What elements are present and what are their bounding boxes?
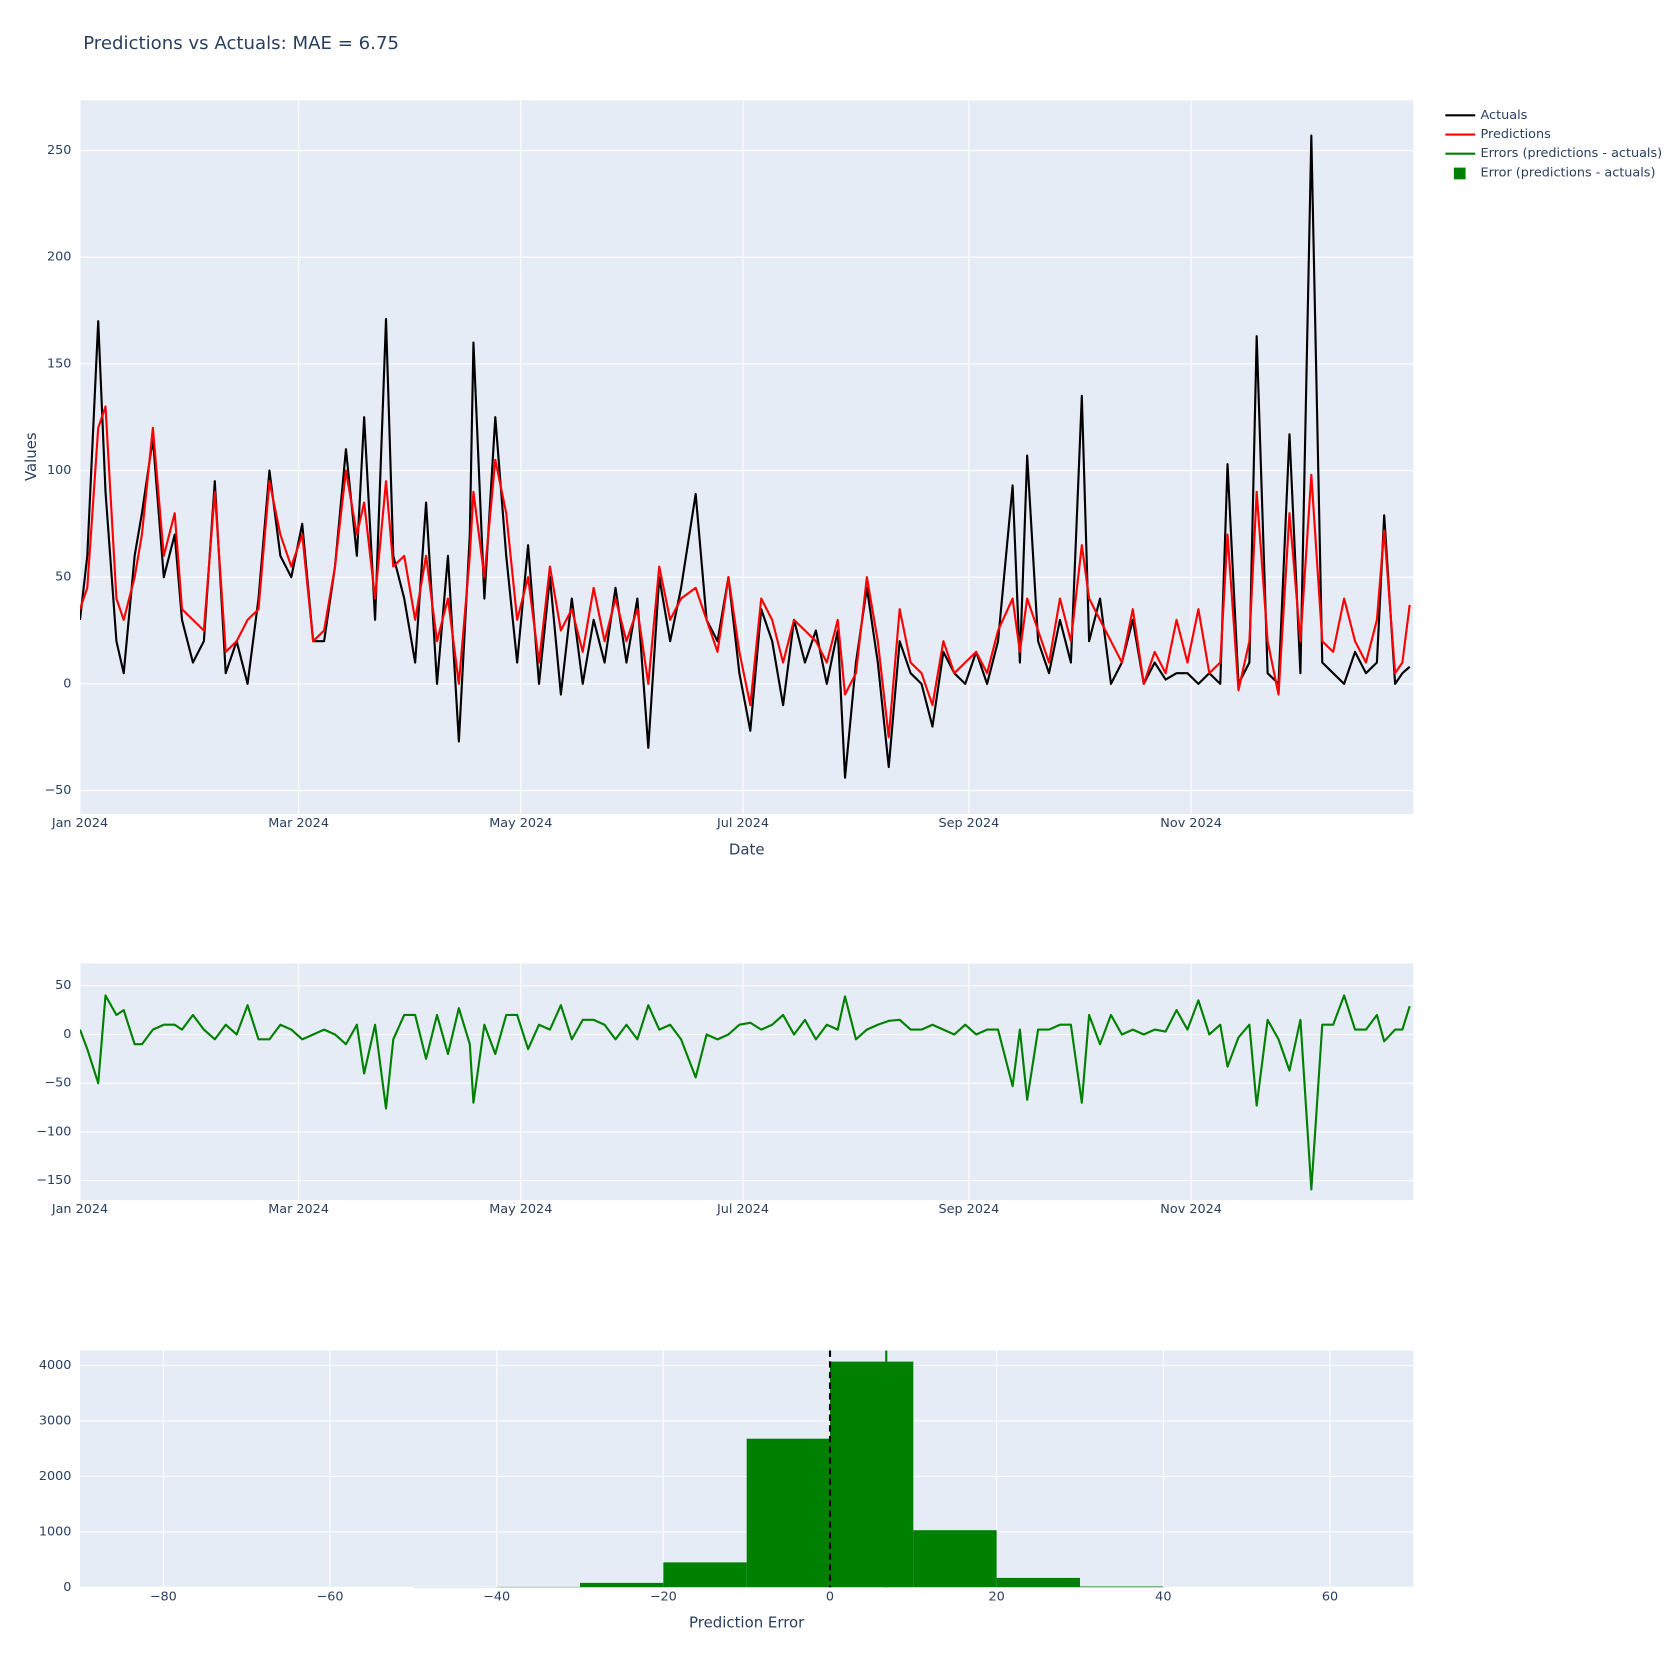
y-tick-label: −50 <box>44 783 71 798</box>
x-tick-label: 60 <box>1322 1589 1338 1604</box>
y-tick-label: 250 <box>47 143 71 158</box>
x-tick-label: −20 <box>650 1589 677 1604</box>
y-tick-label: −100 <box>36 1124 71 1139</box>
histogram-bar <box>580 1582 664 1588</box>
legend-swatch <box>1453 167 1466 180</box>
y-tick-label: 2000 <box>39 1469 72 1484</box>
y-tick-label: 50 <box>55 978 71 993</box>
x-tick-label: 20 <box>989 1589 1005 1604</box>
x-tick-label: Sep 2024 <box>939 1202 1000 1217</box>
y-tick-label: 200 <box>47 250 71 265</box>
y-tick-label: 150 <box>47 356 71 371</box>
histogram-bar <box>996 1577 1080 1588</box>
y-tick-label: 0 <box>63 1580 71 1595</box>
y-tick-label: 100 <box>47 463 71 478</box>
x-tick-label: Jul 2024 <box>716 816 769 831</box>
plot-background <box>80 963 1414 1201</box>
legend-label: Predictions <box>1481 127 1552 142</box>
x-tick-label: Jul 2024 <box>716 1202 769 1217</box>
x-tick-label: May 2024 <box>489 1202 552 1217</box>
x-tick-label: Jan 2024 <box>51 1202 108 1217</box>
x-axis-title: Prediction Error <box>689 1614 805 1632</box>
x-tick-label: −60 <box>316 1589 343 1604</box>
chart-title: Predictions vs Actuals: MAE = 6.75 <box>83 33 399 54</box>
x-tick-label: 0 <box>826 1589 834 1604</box>
legend-item: Error (predictions - actuals) <box>1453 165 1656 180</box>
plot-area <box>80 994 1411 1191</box>
legend-item: Actuals <box>1445 108 1528 123</box>
x-tick-label: Jan 2024 <box>51 816 108 831</box>
legend-label: Errors (predictions - actuals) <box>1481 146 1663 161</box>
legend-label: Actuals <box>1481 108 1528 123</box>
histogram-bar <box>830 1361 914 1588</box>
x-tick-label: Sep 2024 <box>939 816 1000 831</box>
histogram-bar <box>913 1530 997 1588</box>
x-tick-label: May 2024 <box>489 816 552 831</box>
x-tick-label: −40 <box>483 1589 510 1604</box>
y-axis-title: Values <box>22 432 40 481</box>
y-tick-label: 4000 <box>39 1358 72 1373</box>
series-line <box>80 994 1411 1191</box>
x-tick-label: Mar 2024 <box>268 1202 329 1217</box>
y-tick-label: 1000 <box>39 1524 72 1539</box>
y-tick-label: 3000 <box>39 1413 72 1428</box>
y-tick-label: 0 <box>63 1027 71 1042</box>
histogram-bar <box>663 1562 747 1588</box>
histogram-bar <box>746 1438 830 1588</box>
y-tick-label: −150 <box>36 1173 71 1188</box>
x-axis-title: Date <box>729 840 765 858</box>
legend-label: Error (predictions - actuals) <box>1481 165 1656 180</box>
series-line <box>80 405 1411 739</box>
x-tick-label: Nov 2024 <box>1160 1202 1222 1217</box>
y-tick-label: 0 <box>63 676 71 691</box>
histogram-bar <box>1080 1586 1164 1588</box>
series-line <box>80 134 1411 779</box>
x-tick-label: −80 <box>150 1589 177 1604</box>
legend-item: Errors (predictions - actuals) <box>1445 146 1662 161</box>
y-tick-label: −50 <box>44 1076 71 1091</box>
x-tick-label: Nov 2024 <box>1160 816 1222 831</box>
x-tick-label: 40 <box>1155 1589 1171 1604</box>
y-tick-label: 50 <box>55 570 71 585</box>
plot-area <box>80 134 1411 779</box>
legend-item: Predictions <box>1445 127 1551 142</box>
x-tick-label: Mar 2024 <box>268 816 329 831</box>
plot-area <box>413 1350 1164 1588</box>
